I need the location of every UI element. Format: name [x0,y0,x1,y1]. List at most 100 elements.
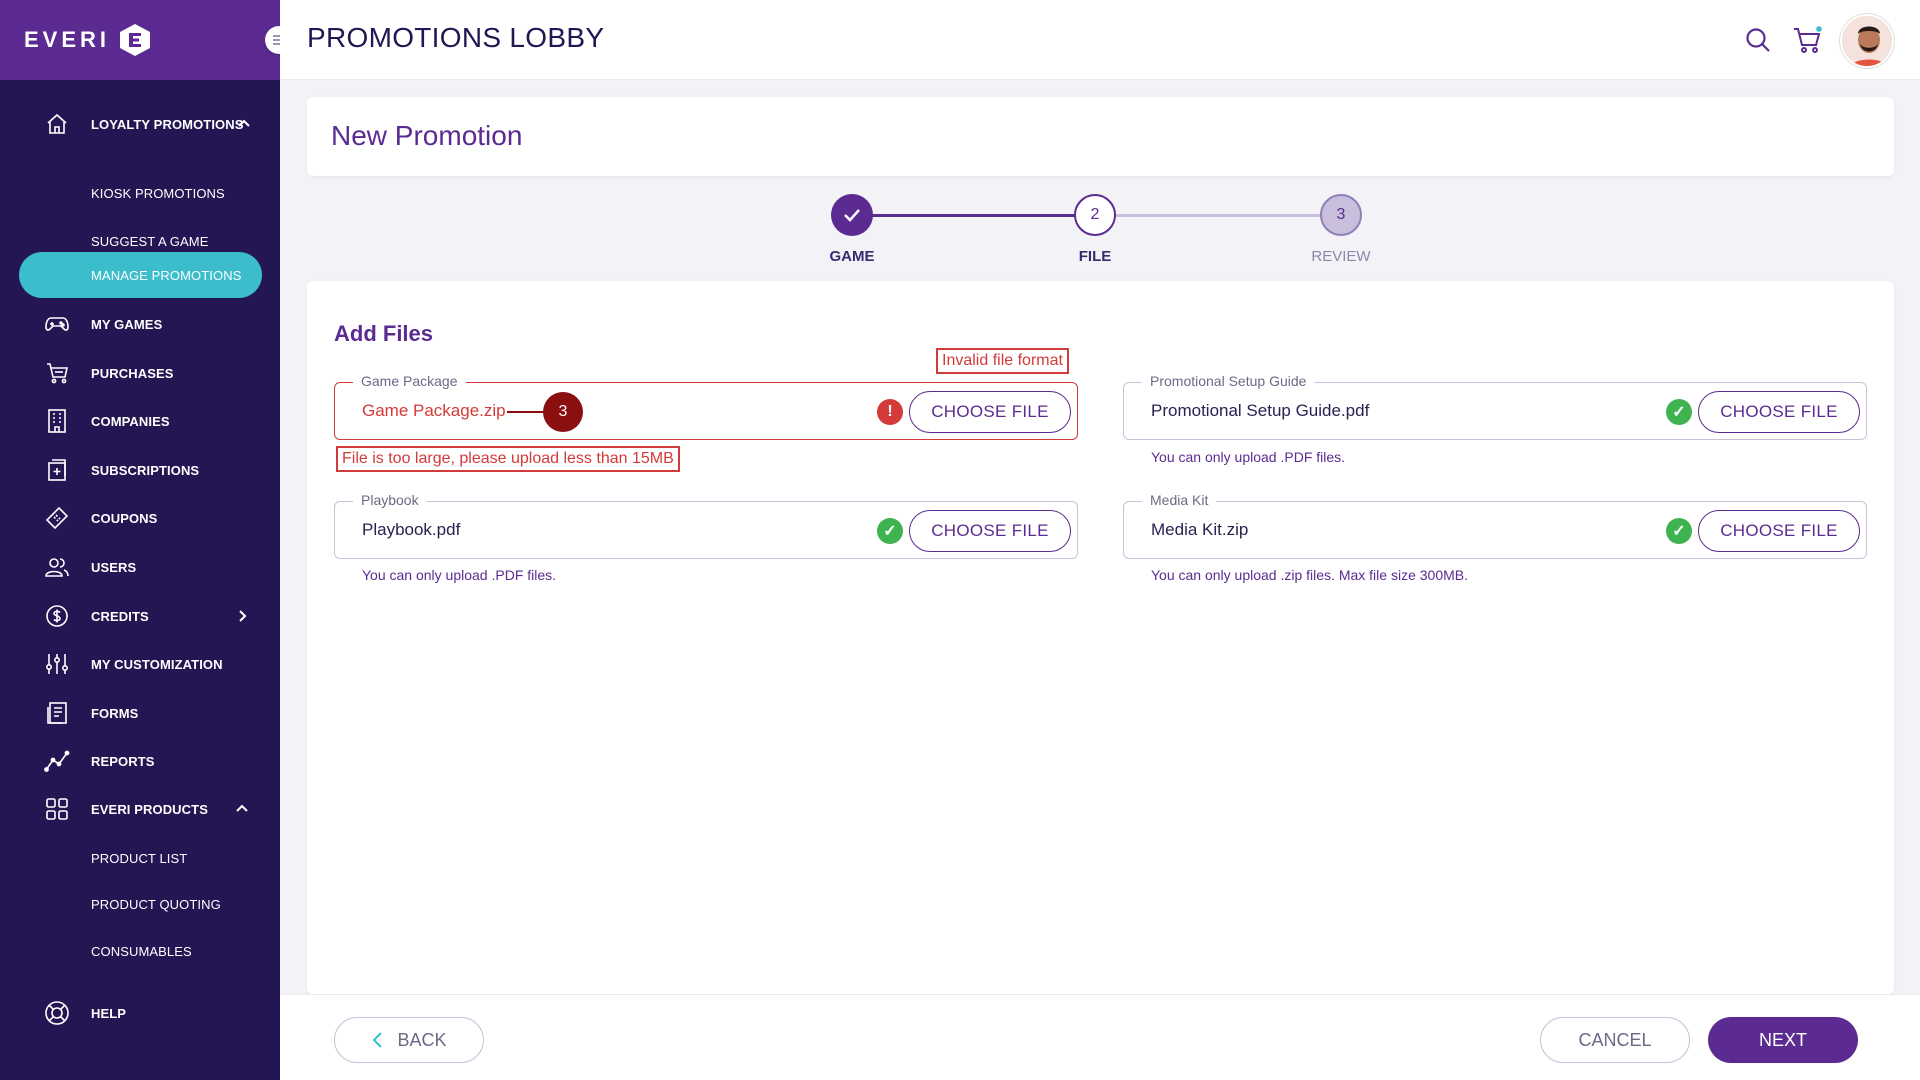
page-heading: New Promotion [331,120,523,151]
step-game[interactable] [831,194,873,236]
sidebar-item-label: MY GAMES [91,316,163,332]
sidebar-item-everi-products[interactable]: EVERI PRODUCTS [0,789,280,829]
step-review[interactable]: 3 [1320,194,1362,236]
field-hint: You can only upload .PDF files. [362,567,557,583]
sidebar-item-label: EVERI PRODUCTS [91,801,208,817]
chevron-up-icon[interactable] [236,116,252,132]
field-legend: Playbook [353,492,427,508]
top-bar: PROMOTIONS LOBBY [280,0,1920,80]
choose-file-button[interactable]: CHOOSE FILE [909,391,1071,433]
forms-icon [44,700,70,726]
stepper: GAME 2 FILE 3 REVIEW [800,190,1400,270]
chevron-right-icon[interactable] [234,608,250,624]
brand-logo-icon [120,24,151,56]
file-name: Media Kit.zip [1151,520,1249,539]
setup-guide-field[interactable]: Promotional Setup Guide Promotional Setu… [1123,373,1867,440]
gamepad-icon [44,311,70,337]
sidebar-item-forms[interactable]: FORMS [0,693,280,733]
check-circle-icon: ✓ [877,518,903,544]
playbook-field[interactable]: Playbook Playbook.pdf ✓ CHOOSE FILE [334,492,1078,559]
sidebar-item-label: CREDITS [91,608,149,624]
sidebar-item-credits[interactable]: CREDITS [0,596,280,636]
choose-file-button[interactable]: CHOOSE FILE [1698,510,1860,552]
sidebar-item-product-quoting[interactable]: PRODUCT QUOTING [0,889,280,919]
sidebar-item-loyalty-promotions[interactable]: LOYALTY PROMOTIONS [0,104,280,144]
chevron-left-icon [373,1032,383,1048]
game-package-field[interactable]: Game Package Game Package.zip ! CHOOSE F… [334,373,1078,440]
sidebar-item-my-games[interactable]: MY GAMES [0,304,280,344]
sidebar: EVERI LOYALTY PROMOTIONS KIOSK PROMOTION… [0,0,293,1080]
sidebar-item-label: REPORTS [91,753,155,769]
sidebar-item-label: CONSUMABLES [91,943,192,959]
sidebar-item-users[interactable]: USERS [0,547,280,587]
sidebar-item-coupons[interactable]: COUPONS [0,498,280,538]
chevron-up-icon[interactable] [234,801,250,817]
back-label: BACK [397,1029,447,1050]
step-connector [1115,214,1324,217]
brand-logo[interactable]: EVERI [24,27,111,52]
sidebar-item-kiosk-promotions[interactable]: KIOSK PROMOTIONS [0,178,280,208]
field-hint: You can only upload .PDF files. [1151,449,1346,465]
step-label-file: FILE [1078,248,1112,265]
sidebar-item-suggest-a-game[interactable]: SUGGEST A GAME [0,226,280,256]
add-files-card: Add Files Invalid file format Game Packa… [307,281,1894,994]
annotation-marker: 3 [543,392,583,432]
check-circle-icon: ✓ [1666,518,1692,544]
step-connector [872,214,1078,217]
sidebar-item-label: FORMS [91,705,139,721]
error-invalid-format: Invalid file format [936,348,1069,374]
check-circle-icon: ✓ [1666,399,1692,425]
step-file[interactable]: 2 [1074,194,1116,236]
sidebar-item-label: LOYALTY PROMOTIONS [91,116,244,132]
sidebar-item-companies[interactable]: COMPANIES [0,401,280,441]
sidebar-item-label: KIOSK PROMOTIONS [91,185,225,201]
avatar[interactable] [1840,14,1894,68]
media-kit-field[interactable]: Media Kit Media Kit.zip ✓ CHOOSE FILE [1123,492,1867,559]
file-name: Playbook.pdf [362,520,461,539]
section-title: Add Files [334,321,434,346]
brand-bar: EVERI [0,0,280,80]
page-header-card: New Promotion [307,97,1894,176]
page-title: PROMOTIONS LOBBY [307,22,605,53]
sliders-icon [44,651,70,677]
sidebar-item-label: PURCHASES [91,365,174,381]
sidebar-item-label: PRODUCT QUOTING [91,896,221,912]
sidebar-item-label: COUPONS [91,510,158,526]
search-icon[interactable] [1742,24,1774,56]
cart-icon [44,360,70,386]
dollar-icon [44,603,70,629]
users-icon [44,554,70,580]
step-number: 3 [1336,206,1346,223]
sidebar-item-my-customization[interactable]: MY CUSTOMIZATION [0,644,280,684]
sidebar-item-consumables[interactable]: CONSUMABLES [0,936,280,966]
annotation-line [507,411,547,413]
coupon-icon [44,505,70,531]
sidebar-item-reports[interactable]: REPORTS [0,741,280,781]
step-number: 2 [1090,206,1100,223]
help-icon [44,1000,70,1026]
building-icon [44,408,70,434]
subscriptions-icon [44,457,70,483]
cart-icon[interactable] [1792,24,1824,56]
step-label-review: REVIEW [1311,248,1371,265]
field-hint: You can only upload .zip files. Max file… [1151,567,1468,583]
step-label-game: GAME [829,248,875,265]
field-legend: Game Package [353,373,466,389]
sidebar-item-product-list[interactable]: PRODUCT LIST [0,843,280,873]
sidebar-item-label: SUGGEST A GAME [91,233,209,249]
sidebar-item-manage-promotions[interactable]: MANAGE PROMOTIONS [0,252,280,298]
next-button[interactable]: NEXT [1708,1017,1858,1063]
sidebar-item-help[interactable]: HELP [0,993,280,1033]
choose-file-button[interactable]: CHOOSE FILE [909,510,1071,552]
sidebar-item-subscriptions[interactable]: SUBSCRIPTIONS [0,450,280,490]
sidebar-item-label: MY CUSTOMIZATION [91,656,223,672]
cancel-button[interactable]: CANCEL [1540,1017,1690,1063]
choose-file-button[interactable]: CHOOSE FILE [1698,391,1860,433]
active-indicator [19,252,262,298]
back-button[interactable]: BACK [334,1017,484,1063]
check-icon [844,209,860,222]
sidebar-item-label: MANAGE PROMOTIONS [91,267,242,283]
sidebar-item-label: SUBSCRIPTIONS [91,462,200,478]
sidebar-item-purchases[interactable]: PURCHASES [0,353,280,393]
file-name: Promotional Setup Guide.pdf [1151,401,1370,420]
